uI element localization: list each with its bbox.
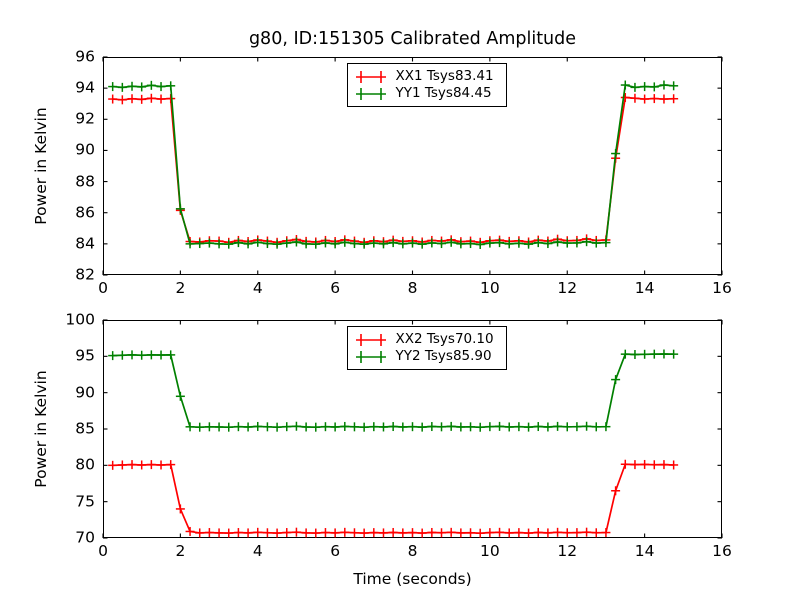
x-tick-label: 8	[407, 542, 418, 560]
y-tick-label: 85	[75, 419, 95, 438]
y-tick-label: 94	[75, 78, 95, 97]
x-tick-label: 4	[252, 542, 263, 560]
y-tick-label: 90	[75, 382, 95, 401]
x-tick-label: 10	[480, 279, 500, 297]
legend-line-sample-xx1	[355, 70, 386, 83]
y-tick-label: 92	[75, 109, 95, 128]
x-tick-label: 0	[98, 542, 108, 560]
legend-item: XX1 Tsys83.41	[354, 68, 499, 85]
x-tick-label: 4	[252, 279, 263, 297]
x-tick-label: 2	[175, 279, 186, 297]
x-tick-label: 12	[557, 542, 578, 560]
y-tick-label: 100	[65, 310, 95, 329]
y-tick-label: 90	[75, 140, 95, 159]
x-tick-label: 2	[175, 542, 186, 560]
y-tick-label: 70	[75, 528, 95, 547]
y-tick-label: 82	[75, 265, 95, 284]
x-tick-label: 12	[557, 279, 578, 297]
bottom-x-axis-label: Time (seconds)	[353, 570, 472, 588]
x-tick-label: 8	[407, 279, 418, 297]
x-tick-label: 16	[712, 279, 732, 297]
y-tick-label: 84	[75, 234, 95, 253]
legend-item: YY2 Tsys85.90	[354, 348, 499, 365]
top-legend: XX1 Tsys83.41 YY1 Tsys84.45	[346, 63, 507, 107]
bottom-legend: XX2 Tsys70.10 YY2 Tsys85.90	[346, 326, 507, 370]
y-tick-label: 96	[75, 47, 95, 66]
y-tick-label: 80	[75, 455, 95, 474]
y-tick-label: 95	[75, 346, 95, 365]
chart-title: g80, ID:151305 Calibrated Amplitude	[248, 29, 577, 49]
y-tick-label: 75	[75, 491, 95, 510]
legend-item: XX2 Tsys70.10	[354, 331, 499, 348]
x-tick-label: 6	[330, 279, 341, 297]
legend-label-yy1: YY1 Tsys84.45	[395, 84, 492, 101]
legend-label-yy2: YY2 Tsys85.90	[395, 347, 492, 364]
x-tick-label: 16	[712, 542, 732, 560]
x-tick-label: 10	[480, 542, 500, 560]
x-tick-label: 0	[98, 279, 108, 297]
x-tick-label: 14	[634, 542, 655, 560]
x-tick-label: 6	[330, 542, 341, 560]
legend-line-sample-yy1	[355, 87, 386, 100]
legend-line-sample-xx2	[355, 333, 386, 346]
y-tick-label: 86	[75, 202, 95, 221]
legend-line-sample-yy2	[355, 350, 386, 363]
x-tick-label: 14	[634, 279, 655, 297]
legend-label-xx1: XX1 Tsys83.41	[395, 67, 494, 84]
legend-item: YY1 Tsys84.45	[354, 85, 499, 102]
y-tick-label: 88	[75, 171, 95, 190]
legend-label-xx2: XX2 Tsys70.10	[395, 330, 494, 347]
